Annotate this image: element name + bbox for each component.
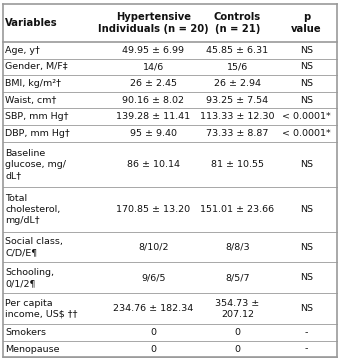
Text: Total
cholesterol,
mg/dL†: Total cholesterol, mg/dL† (5, 193, 61, 225)
Text: SBP, mm Hg†: SBP, mm Hg† (5, 112, 69, 121)
Text: Controls
(n = 21): Controls (n = 21) (214, 12, 261, 34)
Text: 8/8/3: 8/8/3 (225, 243, 250, 252)
Text: 0: 0 (150, 328, 156, 337)
Text: Age, y†: Age, y† (5, 46, 40, 55)
Text: 234.76 ± 182.34: 234.76 ± 182.34 (113, 304, 193, 313)
Text: NS: NS (300, 243, 313, 252)
Text: NS: NS (300, 79, 313, 88)
Text: 95 ± 9.40: 95 ± 9.40 (130, 129, 177, 138)
Text: 73.33 ± 8.87: 73.33 ± 8.87 (206, 129, 269, 138)
Text: 170.85 ± 13.20: 170.85 ± 13.20 (116, 205, 190, 214)
Text: Smokers: Smokers (5, 328, 46, 337)
Text: 49.95 ± 6.99: 49.95 ± 6.99 (122, 46, 184, 55)
Text: 139.28 ± 11.41: 139.28 ± 11.41 (116, 112, 190, 121)
Text: 86 ± 10.14: 86 ± 10.14 (127, 160, 180, 169)
Text: < 0.0001*: < 0.0001* (282, 112, 331, 121)
Text: Menopause: Menopause (5, 344, 60, 353)
Text: Hypertensive
Individuals (n = 20): Hypertensive Individuals (n = 20) (98, 12, 209, 34)
Text: 45.85 ± 6.31: 45.85 ± 6.31 (206, 46, 269, 55)
Text: Schooling,
0/1/2¶: Schooling, 0/1/2¶ (5, 268, 54, 288)
Text: NS: NS (300, 96, 313, 105)
Text: NS: NS (300, 46, 313, 55)
Text: Gender, M/F‡: Gender, M/F‡ (5, 62, 68, 71)
Text: NS: NS (300, 304, 313, 313)
Text: 90.16 ± 8.02: 90.16 ± 8.02 (122, 96, 184, 105)
Text: p
value: p value (291, 12, 322, 34)
Text: 93.25 ± 7.54: 93.25 ± 7.54 (206, 96, 269, 105)
Text: 8/10/2: 8/10/2 (138, 243, 169, 252)
Text: Baseline
glucose, mg/
dL†: Baseline glucose, mg/ dL† (5, 149, 66, 180)
Text: NS: NS (300, 62, 313, 71)
Text: NS: NS (300, 205, 313, 214)
Text: 26 ± 2.45: 26 ± 2.45 (130, 79, 177, 88)
Text: 354.73 ±
207.12: 354.73 ± 207.12 (215, 299, 260, 319)
Text: 14/6: 14/6 (143, 62, 164, 71)
Text: -: - (305, 328, 308, 337)
Text: 151.01 ± 23.66: 151.01 ± 23.66 (200, 205, 274, 214)
Text: DBP, mm Hg†: DBP, mm Hg† (5, 129, 70, 138)
Text: 0: 0 (235, 328, 240, 337)
Text: 9/6/5: 9/6/5 (141, 273, 166, 282)
Text: -: - (305, 344, 308, 353)
Text: NS: NS (300, 160, 313, 169)
Text: Waist, cm†: Waist, cm† (5, 96, 57, 105)
Text: 0: 0 (150, 344, 156, 353)
Text: 0: 0 (235, 344, 240, 353)
Text: NS: NS (300, 273, 313, 282)
Text: 81 ± 10.55: 81 ± 10.55 (211, 160, 264, 169)
Text: Per capita
income, US$ ††: Per capita income, US$ †† (5, 299, 78, 319)
Text: 8/5/7: 8/5/7 (225, 273, 250, 282)
Text: 26 ± 2.94: 26 ± 2.94 (214, 79, 261, 88)
Text: BMI, kg/m²†: BMI, kg/m²† (5, 79, 62, 88)
Text: Variables: Variables (5, 18, 58, 28)
Text: < 0.0001*: < 0.0001* (282, 129, 331, 138)
Text: 113.33 ± 12.30: 113.33 ± 12.30 (200, 112, 275, 121)
Text: 15/6: 15/6 (227, 62, 248, 71)
Text: Social class,
C/D/E¶: Social class, C/D/E¶ (5, 237, 63, 257)
